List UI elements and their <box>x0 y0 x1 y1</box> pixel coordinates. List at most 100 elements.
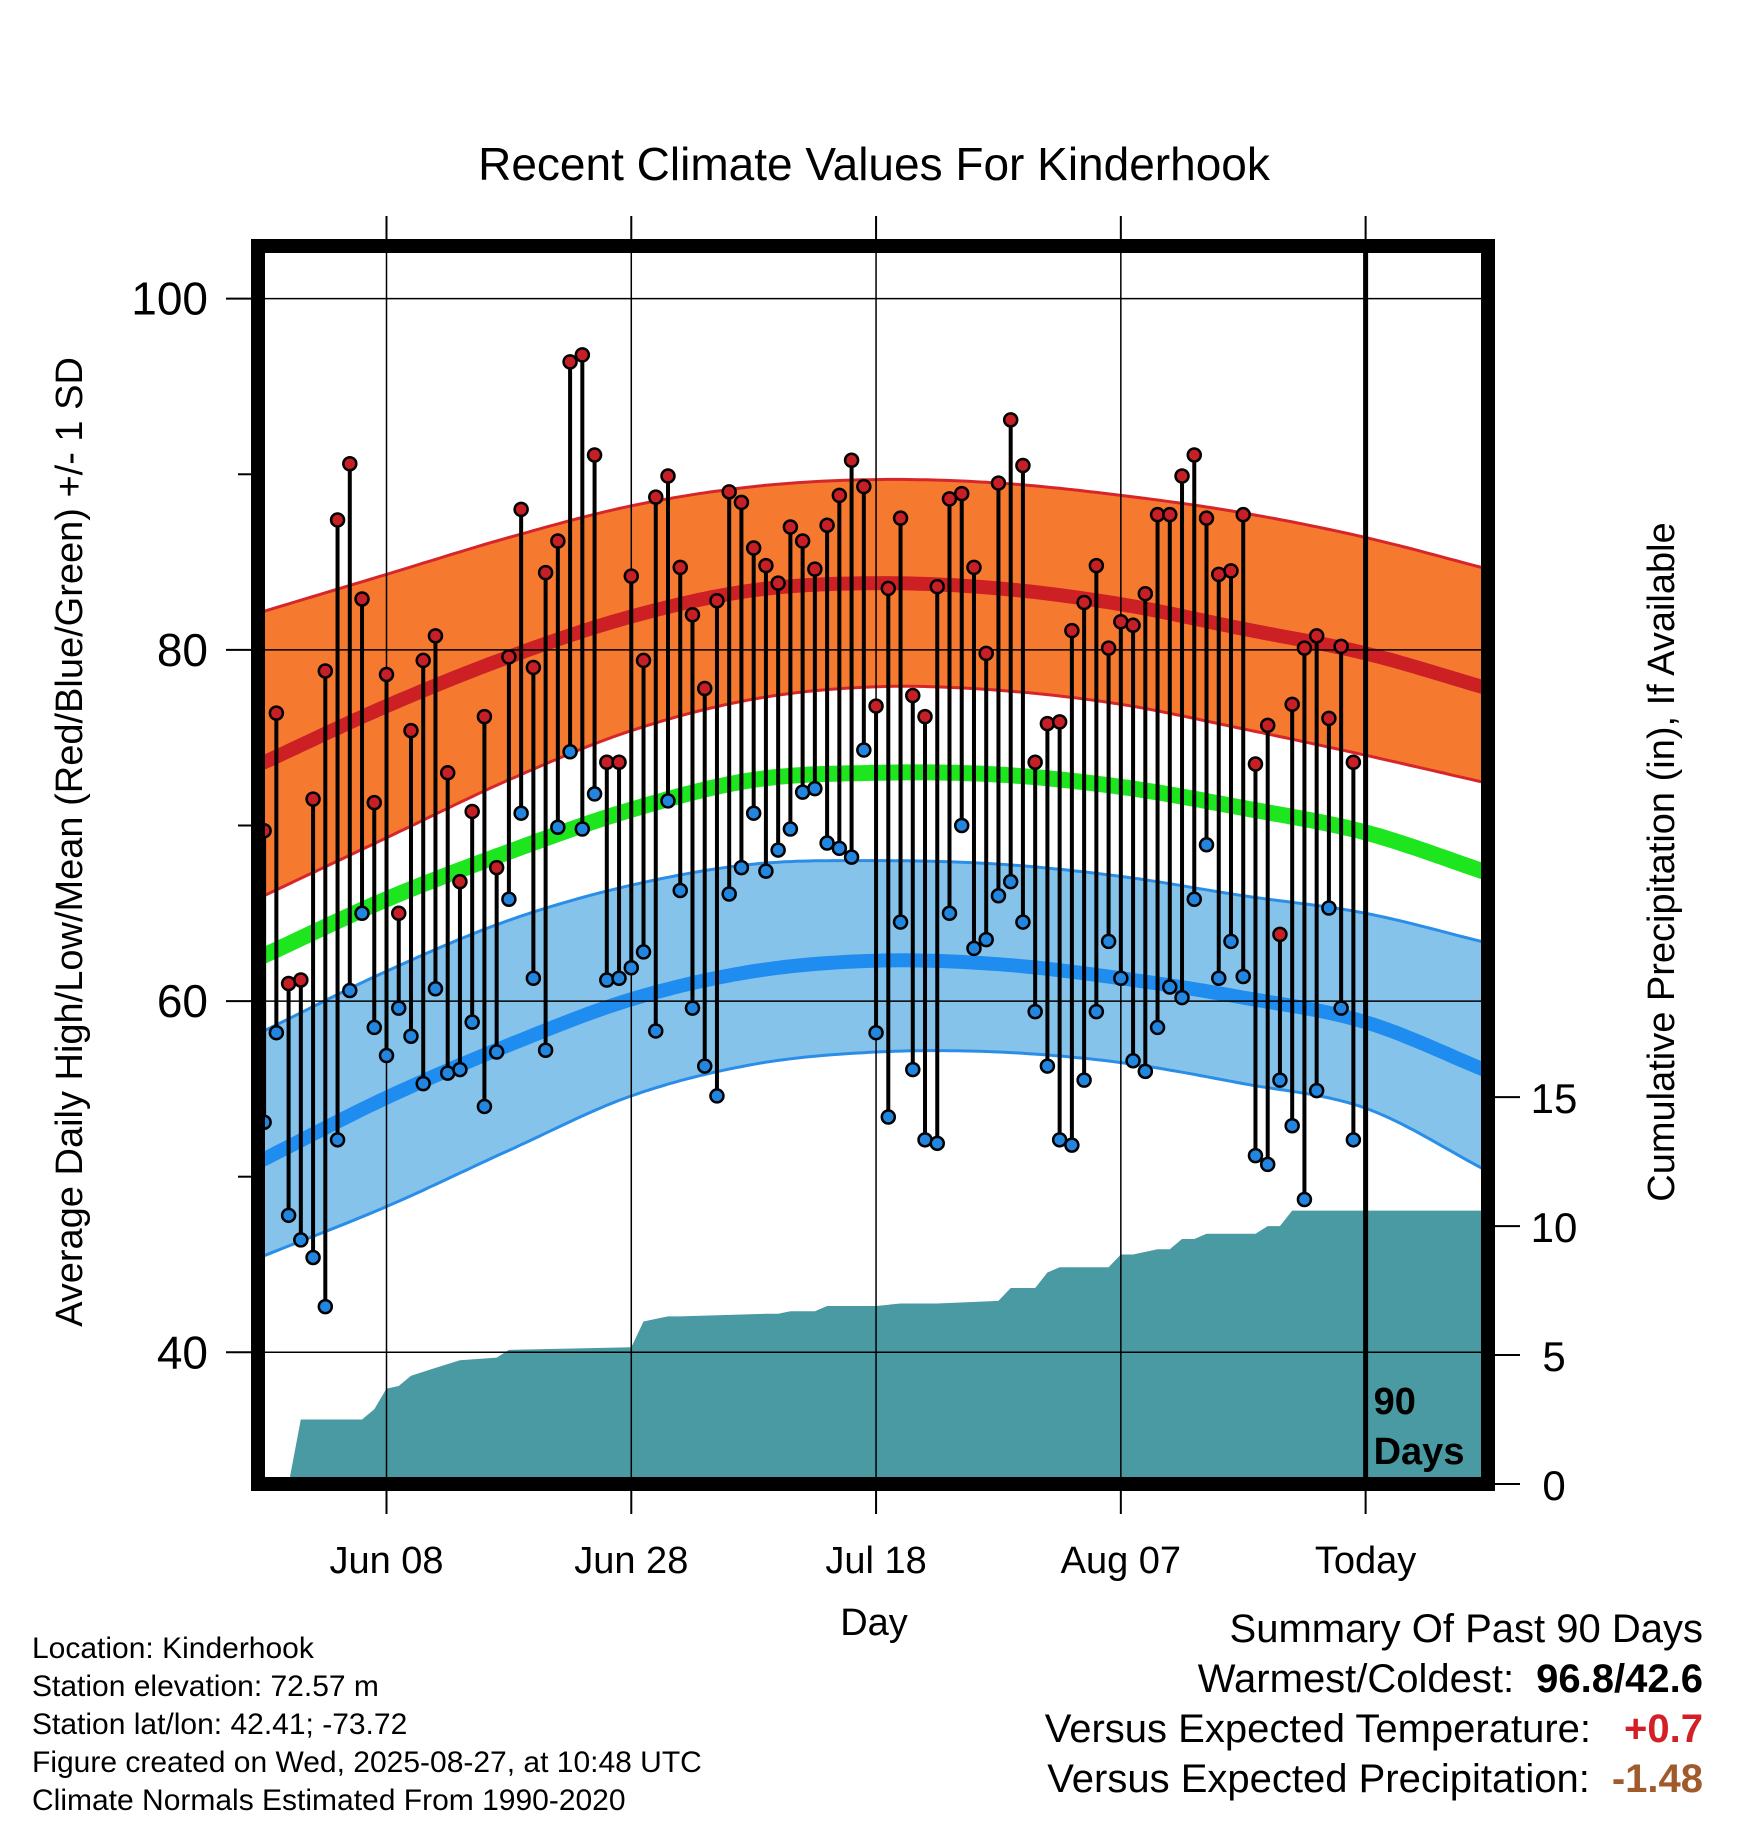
low-point-73 <box>1137 1063 1154 1080</box>
high-point-86 <box>1296 640 1313 656</box>
warmest-value: 96.8 <box>1536 1657 1615 1701</box>
low-point-81 <box>1235 968 1251 985</box>
high-point-22 <box>513 501 529 518</box>
low-point-46 <box>807 780 823 797</box>
high-point-61 <box>990 475 1007 491</box>
high-point-56 <box>929 578 946 595</box>
high-point-5 <box>305 791 321 807</box>
precip-area <box>276 1210 1488 1484</box>
temp-value: +0.7 <box>1624 1707 1703 1751</box>
today-marker-label-0: 90 <box>1374 1381 1416 1423</box>
normal-high-line <box>258 576 1488 770</box>
low-point-71 <box>1113 970 1129 987</box>
high-point-44 <box>782 519 799 535</box>
high-point-34 <box>660 468 676 484</box>
low-point-42 <box>758 863 774 879</box>
low-point-62 <box>1002 873 1019 890</box>
low-point-22 <box>513 805 529 821</box>
low-point-74 <box>1149 1019 1166 1036</box>
low-point-18 <box>464 1014 480 1030</box>
low-point-48 <box>831 840 848 857</box>
info-normals: Climate Normals Estimated From 1990-2020 <box>32 1784 626 1817</box>
low-point-13 <box>403 1028 419 1044</box>
low-point-79 <box>1210 970 1227 987</box>
high-point-12 <box>390 905 407 922</box>
high-point-28 <box>586 447 603 463</box>
high-point-6 <box>317 663 334 679</box>
high-point-14 <box>415 652 431 669</box>
high-point-43 <box>770 575 786 591</box>
summary-title: Summary Of Past 90 Days <box>1229 1607 1703 1651</box>
high-point-23 <box>525 659 542 676</box>
high-point-65 <box>1039 715 1056 732</box>
y-right-tick-label-5: 5 <box>1542 1333 1565 1380</box>
high-point-10 <box>366 794 383 811</box>
high-point-82 <box>1247 756 1264 772</box>
x-tick-label-4: Today <box>1315 1540 1416 1582</box>
high-point-66 <box>1051 714 1068 730</box>
high-point-31 <box>623 568 640 584</box>
high-point-16 <box>439 765 456 781</box>
low-point-12 <box>390 1000 407 1016</box>
low-point-11 <box>378 1047 395 1064</box>
low-point-5 <box>305 1249 321 1266</box>
low-point-41 <box>745 805 762 821</box>
low-point-27 <box>574 821 591 837</box>
low-point-28 <box>586 786 603 802</box>
low-point-40 <box>733 859 750 876</box>
low-point-87 <box>1308 1082 1325 1099</box>
coldest-value: 42.6 <box>1625 1657 1703 1701</box>
x-tick-label-2: Jul 18 <box>825 1540 926 1582</box>
precip-label: Versus Expected Precipitation: <box>1047 1757 1590 1801</box>
info-location: Location: Kinderhook <box>32 1632 314 1665</box>
low-point-37 <box>696 1058 713 1074</box>
high-point-81 <box>1235 506 1251 523</box>
high-sd-band-lower-edge <box>258 684 1488 898</box>
low-point-56 <box>929 1135 946 1152</box>
station-info: Location: Kinderhook Station elevation: … <box>32 1630 702 1820</box>
high-point-24 <box>537 564 554 581</box>
high-point-27 <box>574 347 591 363</box>
high-point-32 <box>635 652 652 669</box>
low-point-65 <box>1039 1058 1056 1074</box>
summary-panel: Summary Of Past 90 Days Warmest/Coldest:… <box>1045 1604 1703 1804</box>
high-point-15 <box>427 628 444 644</box>
low-point-26 <box>562 743 578 760</box>
low-point-80 <box>1223 933 1239 950</box>
high-point-72 <box>1125 617 1141 634</box>
high-point-73 <box>1137 585 1154 602</box>
y-left-tick-label-100: 100 <box>131 273 208 325</box>
high-point-58 <box>953 485 970 502</box>
y-left-tick-label-60: 60 <box>157 975 208 1027</box>
high-point-85 <box>1284 696 1300 713</box>
low-point-6 <box>317 1298 334 1315</box>
normal-mean-line <box>258 764 1488 964</box>
high-point-25 <box>550 533 566 549</box>
low-point-19 <box>476 1098 493 1115</box>
low-point-30 <box>611 970 627 987</box>
low-point-86 <box>1296 1191 1313 1208</box>
high-point-35 <box>672 559 688 576</box>
x-axis-label: Day <box>840 1602 908 1644</box>
high-point-40 <box>733 494 750 511</box>
high-point-33 <box>648 489 664 505</box>
low-sd-band-lower-edge <box>258 1049 1488 1258</box>
low-point-70 <box>1100 933 1117 950</box>
low-point-90 <box>1345 1132 1362 1148</box>
high-point-64 <box>1027 754 1043 771</box>
high-point-57 <box>941 491 958 507</box>
high-point-2 <box>268 705 285 721</box>
low-point-78 <box>1198 837 1215 853</box>
low-point-58 <box>953 817 970 834</box>
low-point-39 <box>721 886 737 902</box>
x-tick-label-3: Aug 07 <box>1061 1540 1181 1582</box>
low-point-38 <box>709 1088 725 1104</box>
y-left-tick-label-40: 40 <box>157 1326 208 1378</box>
high-point-4 <box>293 972 309 988</box>
warmest-coldest-value: 96.8/42.6 <box>1536 1657 1703 1701</box>
high-point-90 <box>1345 754 1362 771</box>
high-point-59 <box>966 559 982 576</box>
low-point-68 <box>1076 1072 1092 1088</box>
low-point-69 <box>1088 1003 1105 1020</box>
